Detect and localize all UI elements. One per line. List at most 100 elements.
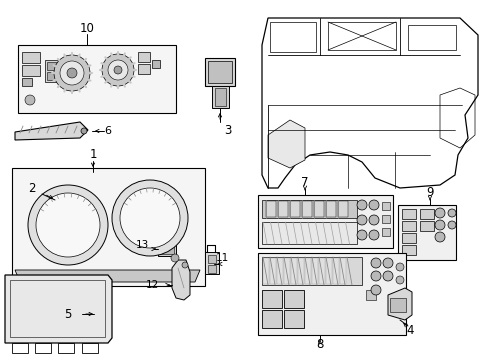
Circle shape <box>81 128 87 134</box>
Text: 2: 2 <box>28 181 36 194</box>
Bar <box>327 22 395 50</box>
Bar <box>22 78 32 86</box>
Text: 1: 1 <box>89 148 97 162</box>
Bar <box>160 244 174 254</box>
Bar <box>138 52 150 62</box>
Bar <box>215 88 225 106</box>
Polygon shape <box>267 120 305 168</box>
Text: 8: 8 <box>316 338 323 351</box>
Bar <box>47 72 57 80</box>
Text: 5: 5 <box>64 307 72 320</box>
Bar <box>204 252 219 274</box>
Text: 10: 10 <box>80 22 94 35</box>
Bar <box>262 222 356 244</box>
Circle shape <box>108 60 128 80</box>
Polygon shape <box>387 288 411 320</box>
Circle shape <box>67 68 77 78</box>
Bar <box>381 215 389 223</box>
Circle shape <box>434 220 444 230</box>
Bar <box>263 258 268 284</box>
Polygon shape <box>15 122 88 140</box>
Circle shape <box>120 188 180 248</box>
Circle shape <box>171 254 179 262</box>
Bar <box>207 265 216 273</box>
Circle shape <box>28 185 108 265</box>
Text: 11: 11 <box>215 253 228 263</box>
Circle shape <box>356 215 366 225</box>
Bar <box>365 290 375 300</box>
Bar <box>419 221 433 231</box>
Circle shape <box>368 200 378 210</box>
Bar <box>337 201 347 217</box>
Bar <box>284 310 304 328</box>
Bar <box>289 201 299 217</box>
Bar <box>258 195 392 248</box>
Bar <box>158 242 176 256</box>
Bar <box>318 258 325 284</box>
Bar <box>45 60 59 82</box>
Circle shape <box>54 55 90 91</box>
Circle shape <box>114 66 122 74</box>
Bar <box>22 65 40 76</box>
Bar <box>401 221 415 231</box>
Bar <box>325 258 331 284</box>
Bar <box>47 62 57 70</box>
Circle shape <box>370 258 380 268</box>
Bar <box>276 258 283 284</box>
Bar <box>278 201 287 217</box>
Bar <box>258 253 405 335</box>
Circle shape <box>182 262 187 268</box>
Bar <box>284 290 304 308</box>
Bar <box>401 245 415 255</box>
Bar <box>297 258 304 284</box>
Text: 9: 9 <box>426 186 433 199</box>
Bar <box>305 258 310 284</box>
Bar <box>313 201 324 217</box>
Bar <box>397 205 455 260</box>
Circle shape <box>447 209 455 217</box>
Circle shape <box>356 200 366 210</box>
Circle shape <box>36 193 100 257</box>
Text: 12: 12 <box>145 280 158 290</box>
Bar <box>82 343 98 353</box>
Text: 7: 7 <box>301 176 308 189</box>
Bar <box>138 64 150 74</box>
Bar <box>284 258 289 284</box>
Bar <box>152 60 160 68</box>
Bar <box>212 86 228 108</box>
Bar <box>262 200 356 218</box>
Bar <box>290 258 296 284</box>
Circle shape <box>112 180 187 256</box>
Bar <box>262 290 282 308</box>
Bar <box>12 343 28 353</box>
Circle shape <box>368 215 378 225</box>
Circle shape <box>370 285 380 295</box>
Polygon shape <box>15 270 200 282</box>
Circle shape <box>368 230 378 240</box>
Circle shape <box>370 271 380 281</box>
Bar <box>407 25 455 50</box>
Circle shape <box>25 95 35 105</box>
Text: 13: 13 <box>135 240 148 250</box>
Text: 4: 4 <box>406 324 413 337</box>
Bar <box>381 202 389 210</box>
Bar <box>207 61 231 83</box>
Circle shape <box>382 271 392 281</box>
Bar <box>302 201 311 217</box>
Bar <box>332 258 338 284</box>
Bar <box>311 258 317 284</box>
Bar <box>22 52 40 63</box>
Bar <box>401 209 415 219</box>
Circle shape <box>102 54 134 86</box>
Bar <box>339 258 346 284</box>
Bar <box>58 343 74 353</box>
Bar <box>12 168 204 286</box>
Polygon shape <box>5 275 112 343</box>
Circle shape <box>395 263 403 271</box>
Circle shape <box>434 208 444 218</box>
Bar <box>389 298 405 312</box>
Circle shape <box>434 232 444 242</box>
Bar <box>401 233 415 243</box>
Circle shape <box>395 276 403 284</box>
Polygon shape <box>172 260 190 300</box>
